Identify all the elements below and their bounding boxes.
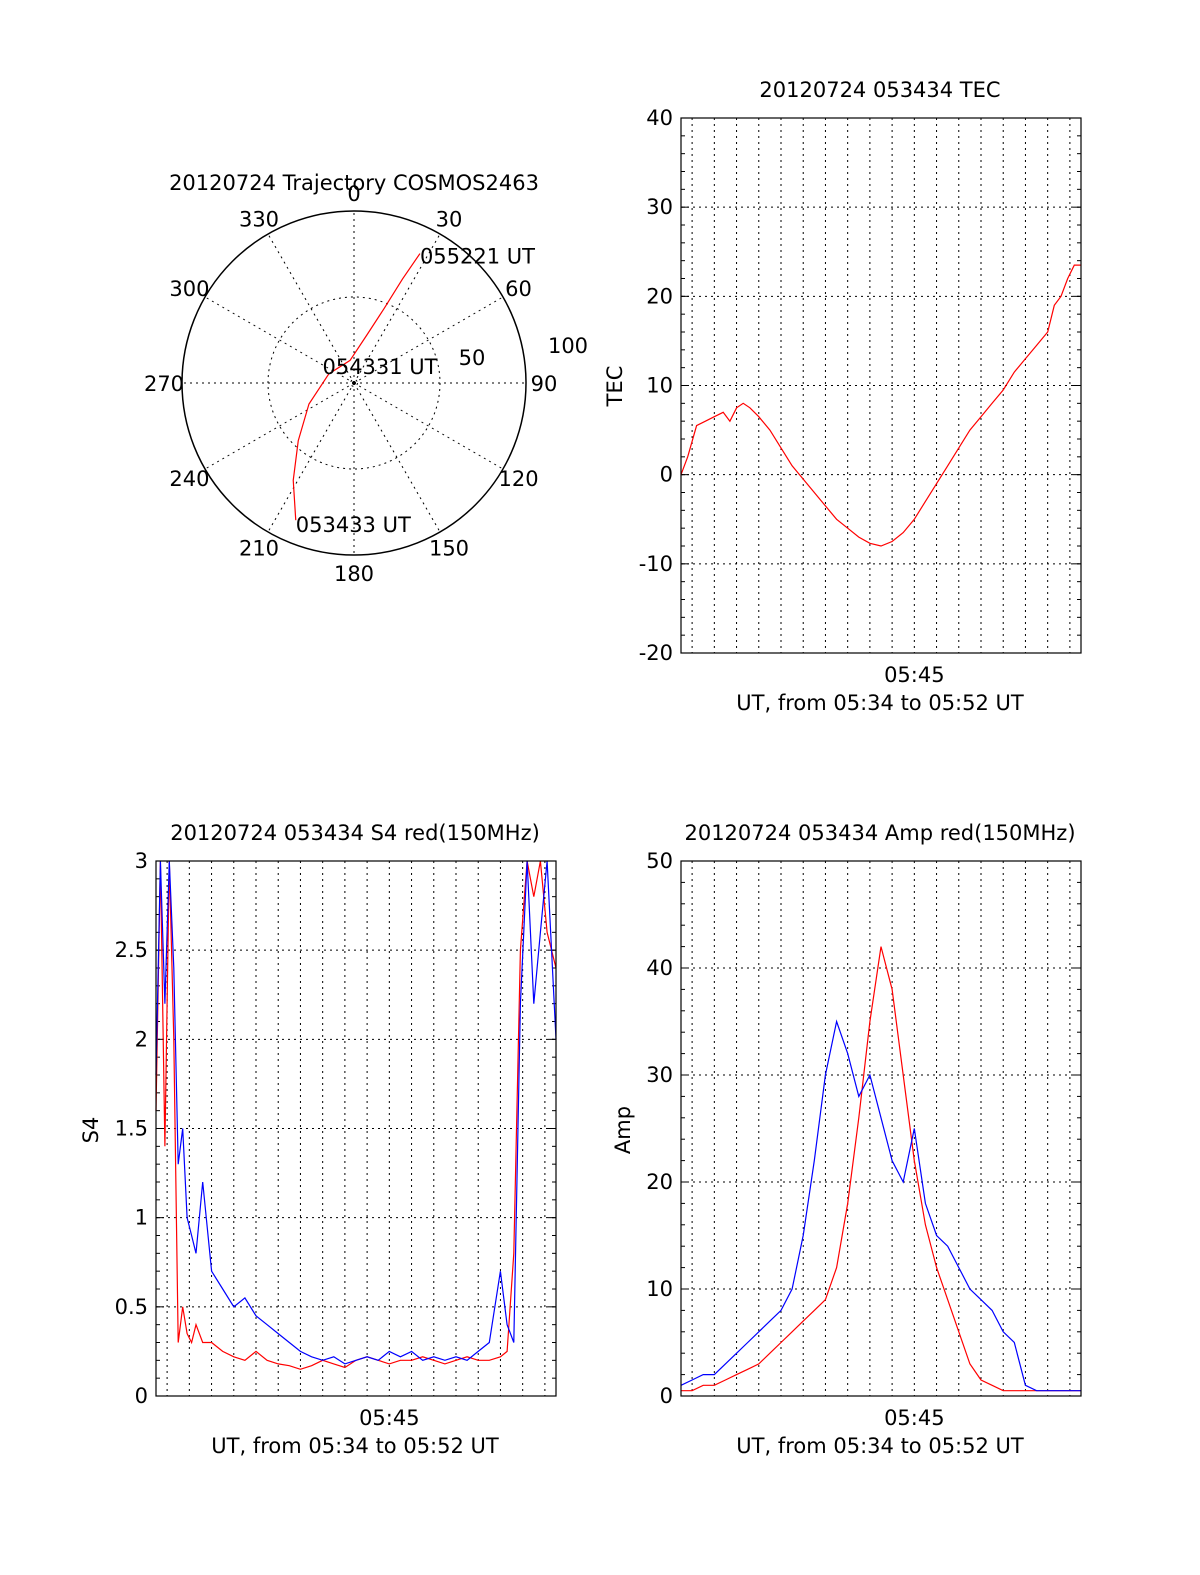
- amp-ytick-label: 50: [646, 849, 673, 873]
- amp-ytick-label: 10: [646, 1277, 673, 1301]
- tec-ytick-label: -20: [639, 641, 673, 665]
- amp-series: [680, 946, 1081, 1392]
- s4-ytick-label: 3: [135, 849, 148, 873]
- amp-y-label: Amp: [611, 1106, 635, 1154]
- tec-ytick-label: -10: [639, 552, 673, 576]
- polar-ring-1: [350, 379, 358, 387]
- s4-ytick-label: 0.5: [115, 1295, 148, 1319]
- amp-x-tick-label: 05:45: [884, 1406, 945, 1430]
- polar-spoke: [353, 233, 441, 384]
- polar-grid: [181, 210, 527, 556]
- s4-ytick-label: 1.5: [115, 1117, 148, 1141]
- tec-grid: [681, 117, 1081, 654]
- tec-ytick-label: 20: [646, 284, 673, 308]
- s4-grid: [156, 860, 556, 1397]
- s4-y-ticks: 0 0.5 1 1.5 2 2.5 3: [115, 849, 148, 1408]
- azimuth-label: 120: [498, 467, 538, 491]
- s4-ytick-label: 0: [135, 1384, 148, 1408]
- azimuth-label: 210: [239, 537, 279, 561]
- polar-spoke: [204, 382, 355, 470]
- tec-x-label: UT, from 05:34 to 05:52 UT: [736, 691, 1024, 715]
- s4-x-label: UT, from 05:34 to 05:52 UT: [211, 1434, 499, 1458]
- amp-grid: [681, 860, 1081, 1397]
- radial-label-outer: 100: [548, 334, 588, 358]
- tec-ytick-label: 30: [646, 195, 673, 219]
- s4-ytick-label: 2: [135, 1027, 148, 1051]
- s4-title: 20120724 053434 S4 red(150MHz): [170, 821, 540, 845]
- azimuth-label: 150: [429, 537, 469, 561]
- amp-title: 20120724 053434 Amp red(150MHz): [684, 821, 1075, 845]
- tec-y-ticks: -20 -10 0 10 20 30 40: [639, 106, 673, 665]
- tec-frame: [680, 117, 1082, 654]
- polar-spoke: [267, 382, 355, 533]
- polar-title: 20120724 Trajectory COSMOS2463: [169, 171, 539, 195]
- azimuth-label: 330: [239, 207, 279, 231]
- amp-ytick-label: 0: [660, 1384, 673, 1408]
- tec-line-red: [680, 264, 1081, 547]
- azimuth-label: 30: [436, 207, 463, 231]
- trajectory-line: [292, 253, 421, 521]
- trajectory-start-label: 053433 UT: [296, 513, 411, 537]
- amp-y-ticks: 0 10 20 30 40 50: [646, 849, 673, 1408]
- polar-spoke: [353, 382, 504, 470]
- tec-ytick-label: 10: [646, 374, 673, 398]
- polar-trajectory-panel: 20120724 Trajectory COSMOS2463 0 30 60 90 12…: [144, 171, 588, 586]
- tec-series: [680, 264, 1081, 547]
- tec-x-tick-label: 05:45: [884, 663, 945, 687]
- polar-series: [292, 253, 421, 521]
- amp-ytick-label: 40: [646, 956, 673, 980]
- s4-y-label: S4: [79, 1117, 103, 1144]
- tec-y-label: TEC: [603, 366, 627, 408]
- polar-spoke: [204, 296, 355, 384]
- polar-spoke: [353, 296, 504, 384]
- polar-azimuth-labels: 0 30 60 90 120 150 180 210 240 270 300 330 50 100: [144, 182, 588, 586]
- amp-chart-panel: 20120724 053434 Amp red(150MHz) 0 10 20 30 4…: [611, 821, 1082, 1458]
- azimuth-label: 0: [347, 182, 360, 206]
- tec-chart-panel: 20120724 053434 TEC -20 -10 0 10 20 30 40 05:4…: [603, 78, 1082, 715]
- azimuth-label: 90: [531, 372, 558, 396]
- amp-frame: [680, 860, 1082, 1397]
- amp-line-red: [681, 946, 1081, 1392]
- azimuth-label: 180: [334, 562, 374, 586]
- amp-ytick-label: 20: [646, 1170, 673, 1194]
- polar-spoke: [353, 382, 441, 533]
- polar-outer-circle: [181, 210, 527, 556]
- s4-frame: [155, 860, 557, 1397]
- trajectory-mid-label: 054331 UT: [322, 355, 437, 379]
- polar-spoke: [267, 233, 355, 384]
- s4-series: [155, 860, 557, 1370]
- amp-x-label: UT, from 05:34 to 05:52 UT: [736, 1434, 1024, 1458]
- azimuth-label: 270: [144, 372, 184, 396]
- s4-x-tick-label: 05:45: [359, 1406, 420, 1430]
- trajectory-end-label: 055221 UT: [420, 245, 535, 269]
- amp-line-blue: [680, 1019, 1081, 1392]
- s4-line-red: [155, 860, 557, 1370]
- radial-label-inner: 50: [459, 346, 486, 370]
- tec-ytick-label: 0: [660, 463, 673, 487]
- s4-ytick-label: 1: [135, 1206, 148, 1230]
- azimuth-label: 60: [505, 277, 532, 301]
- azimuth-label: 300: [169, 277, 209, 301]
- s4-line-blue: [155, 860, 557, 1365]
- s4-ytick-label: 2.5: [115, 938, 148, 962]
- s4-chart-panel: 20120724 053434 S4 red(150MHz) 0 0.5 1 1.5 2…: [79, 821, 557, 1458]
- azimuth-label: 240: [169, 467, 209, 491]
- amp-ytick-label: 30: [646, 1063, 673, 1087]
- tec-title: 20120724 053434 TEC: [759, 78, 1000, 102]
- tec-ytick-label: 40: [646, 106, 673, 130]
